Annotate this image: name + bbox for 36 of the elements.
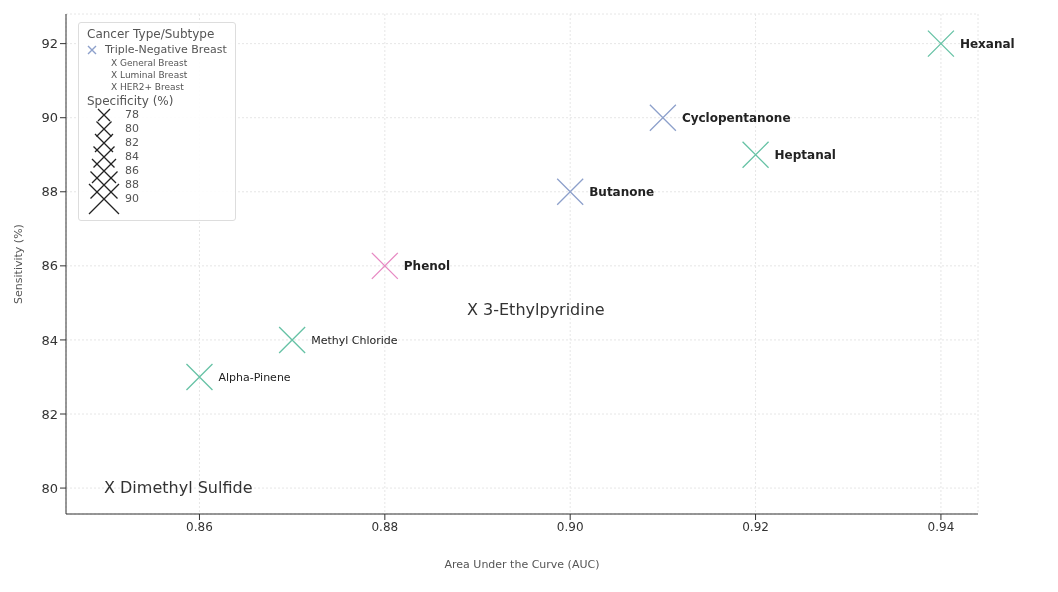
annotation: 80 (125, 122, 139, 136)
annotation: 78 (125, 108, 139, 122)
annotation: 86 (125, 164, 139, 178)
x-tick-label: 0.92 (742, 519, 769, 534)
annotation: 84 (125, 150, 139, 164)
annotation: Phenol (403, 259, 451, 274)
y-tick-label: 80 (41, 480, 58, 496)
annotation: X 3-Ethylpyridine (467, 300, 605, 319)
y-tick-label: 88 (41, 184, 58, 200)
y-tick-label: 90 (41, 110, 58, 126)
annotation: X General Breast (110, 58, 189, 68)
x-tick-label: 0.94 (927, 519, 955, 534)
annotation: X Dimethyl Sulfide (104, 478, 253, 497)
y-tick-label: 92 (41, 36, 58, 52)
annotation: Heptanal (774, 148, 836, 162)
x-tick-label: 0.88 (371, 519, 399, 534)
y-tick-label: 84 (41, 332, 58, 348)
x-axis-title: Area Under the Curve (AUC) (444, 558, 600, 571)
y-tick-label: 86 (41, 258, 58, 274)
annotation: X Luminal Breast (110, 70, 189, 80)
y-tick-label: 82 (41, 406, 58, 422)
annotation: Butanone (589, 185, 655, 200)
legend-label: Triple-Negative Breast (105, 43, 227, 56)
x-tick-label: 0.90 (556, 519, 584, 534)
x-tick-label: 0.86 (186, 519, 213, 534)
legend-title: Cancer Type/Subtype (87, 27, 216, 41)
annotation: Specificity (%) (87, 94, 175, 108)
y-axis-title: Sensitivity (%) (11, 224, 25, 304)
annotation: X HER2+ Breast (110, 82, 185, 92)
annotation: Hexanal (959, 36, 1015, 51)
annotation: 82 (125, 136, 139, 150)
annotation: 88 (125, 178, 139, 192)
annotation: Cyclopentanone (681, 110, 791, 125)
annotation: Alpha-Pinene (218, 370, 291, 384)
annotation: 90 (125, 192, 139, 206)
annotation: Methyl Chloride (311, 333, 398, 347)
